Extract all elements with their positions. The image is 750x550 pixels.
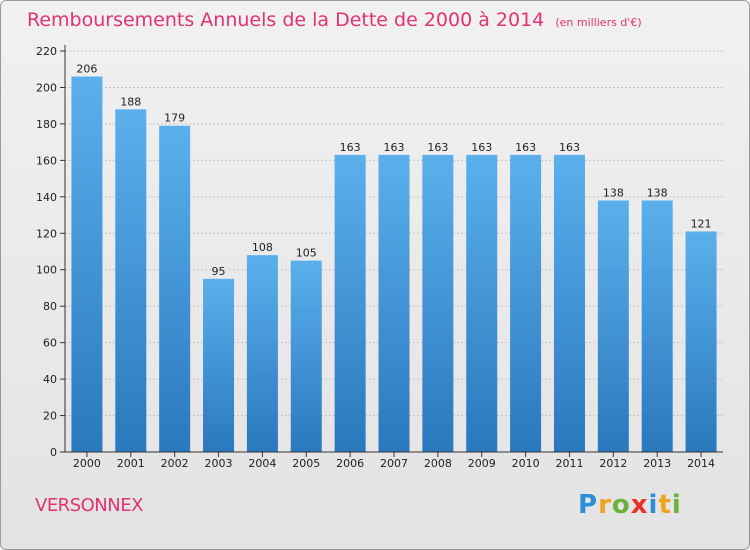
bar-2003 [203, 278, 235, 452]
data-label: 163 [340, 141, 361, 154]
y-tick-label: 220 [36, 45, 57, 58]
data-label: 163 [427, 141, 448, 154]
proxiti-logo: Proxiti [578, 490, 682, 520]
x-tick-label: 2007 [380, 457, 408, 470]
bar-2006 [334, 154, 366, 453]
y-tick-label: 100 [36, 264, 57, 277]
data-label: 163 [471, 141, 492, 154]
data-label: 138 [603, 186, 624, 199]
data-label: 188 [120, 95, 141, 108]
data-label: 105 [296, 247, 317, 260]
y-tick-label: 160 [36, 154, 57, 167]
x-tick-label: 2004 [248, 457, 276, 470]
bar-2009 [466, 154, 498, 453]
y-tick-label: 20 [43, 410, 57, 423]
x-tick-label: 2012 [599, 457, 627, 470]
data-label: 163 [559, 141, 580, 154]
data-label: 108 [252, 241, 273, 254]
bar-2010 [510, 154, 542, 453]
bar-2011 [553, 154, 585, 453]
bar-2002 [159, 125, 191, 453]
y-tick-label: 80 [43, 300, 57, 313]
x-tick-label: 2001 [117, 457, 145, 470]
x-tick-label: 2013 [643, 457, 671, 470]
y-tick-label: 120 [36, 227, 57, 240]
x-tick-label: 2010 [512, 457, 540, 470]
logo-letter: x [630, 490, 649, 520]
data-label: 163 [515, 141, 536, 154]
logo-letter: P [578, 490, 599, 520]
bar-2005 [290, 260, 322, 452]
bar-2007 [378, 154, 410, 453]
y-tick-label: 140 [36, 191, 57, 204]
data-label: 95 [212, 265, 226, 278]
data-label: 138 [647, 186, 668, 199]
bar-2000 [71, 76, 103, 452]
bar-2014 [685, 231, 717, 452]
y-tick-label: 200 [36, 81, 57, 94]
logo-letter: i [648, 490, 659, 520]
data-label: 163 [384, 141, 405, 154]
x-tick-label: 2000 [73, 457, 101, 470]
axes [60, 45, 723, 457]
data-label: 206 [76, 63, 97, 76]
x-tick-label: 2005 [292, 457, 320, 470]
title-text: Remboursements Annuels de la Dette de 20… [27, 9, 545, 31]
x-tick-label: 2014 [687, 457, 715, 470]
y-tick-label: 60 [43, 337, 57, 350]
bar-2012 [597, 200, 629, 452]
bar-2001 [115, 109, 147, 452]
y-tick-label: 180 [36, 118, 57, 131]
bar-2004 [246, 255, 278, 452]
data-label: 121 [691, 217, 712, 230]
x-tick-label: 2006 [336, 457, 364, 470]
logo-letter: i [671, 490, 682, 520]
logo-letter: t [658, 490, 672, 520]
x-tick-label: 2002 [161, 457, 189, 470]
y-tick-label: 0 [50, 446, 57, 459]
chart-title: Remboursements Annuels de la Dette de 20… [27, 9, 642, 31]
x-tick-label: 2011 [555, 457, 583, 470]
y-tick-label: 40 [43, 373, 57, 386]
bars [71, 76, 717, 453]
x-tick-label: 2008 [424, 457, 452, 470]
x-tick-label: 2003 [205, 457, 233, 470]
unit-note: (en milliers d'€) [555, 16, 642, 29]
bar-2013 [641, 200, 673, 452]
commune-name: VERSONNEX [35, 495, 143, 516]
x-tick-label: 2009 [468, 457, 496, 470]
logo-letter: o [611, 490, 631, 520]
bar-2008 [422, 154, 454, 453]
labels: 0 20 40 60 80 100 120 140 160 180 200 220 2000 206 200… [36, 45, 715, 470]
logo-letter: r [598, 490, 612, 520]
data-label: 179 [164, 112, 185, 125]
